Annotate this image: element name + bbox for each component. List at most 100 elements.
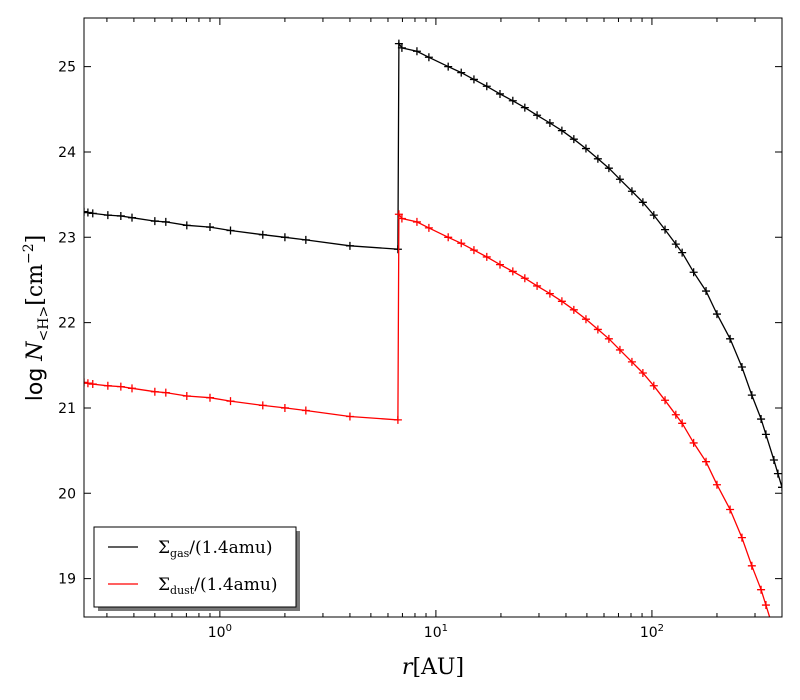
data-point-marker — [769, 455, 778, 464]
data-point-marker — [747, 391, 756, 400]
y-tick-label: 25 — [58, 60, 76, 76]
data-point-marker — [770, 627, 778, 635]
data-point-marker — [301, 235, 310, 244]
data-point-marker — [393, 245, 402, 254]
data-point-marker — [161, 217, 170, 226]
data-point-marker — [638, 368, 647, 377]
data-point-marker — [569, 135, 578, 144]
data-point-marker — [678, 248, 687, 257]
series-line — [84, 212, 771, 617]
plot-background — [84, 18, 782, 617]
data-point-marker — [737, 533, 746, 542]
data-point-marker — [778, 654, 786, 662]
data-point-marker — [226, 226, 235, 235]
data-point-marker — [557, 297, 566, 306]
data-point-marker — [545, 118, 554, 127]
y-tick-label: 21 — [58, 401, 76, 417]
legend: Σgas/(1.4amu) Σdust/(1.4amu) — [93, 526, 300, 611]
data-point-marker — [258, 401, 267, 410]
series-layer — [84, 39, 786, 662]
data-point-marker — [394, 39, 403, 48]
data-point-marker — [116, 382, 125, 391]
data-point-marker — [712, 310, 721, 319]
data-point-marker — [702, 457, 711, 466]
y-axis-label: log N<H>[cm−2] — [21, 235, 52, 401]
data-point-marker — [627, 187, 636, 196]
data-point-marker — [615, 175, 624, 184]
data-point-marker — [495, 260, 504, 269]
data-point-marker — [593, 325, 602, 334]
x-tick-label: 101 — [424, 623, 448, 641]
data-point-marker — [128, 384, 137, 393]
data-point-marker — [205, 393, 214, 402]
data-point-marker — [182, 392, 191, 401]
legend-label-dust: Σdust/(1.4amu) — [158, 575, 277, 597]
data-point-marker — [495, 89, 504, 98]
data-point-marker — [533, 281, 542, 290]
data-point-marker — [424, 53, 433, 62]
data-point-marker — [533, 111, 542, 120]
y-tick-label: 23 — [58, 230, 76, 246]
data-point-marker — [301, 406, 310, 415]
data-point-marker — [205, 223, 214, 232]
data-point-marker — [726, 334, 735, 343]
data-point-marker — [128, 213, 137, 222]
data-point-marker — [615, 345, 624, 354]
x-tick-label: 102 — [640, 623, 664, 641]
data-point-marker — [345, 241, 354, 250]
data-point-marker — [150, 387, 159, 396]
data-point-marker — [226, 397, 235, 406]
data-point-marker — [103, 381, 112, 390]
legend-label-gas: Σgas/(1.4amu) — [158, 538, 273, 560]
data-point-marker — [161, 388, 170, 397]
data-point-marker — [593, 154, 602, 163]
x-tick-label: 100 — [208, 623, 232, 641]
y-tick-label: 24 — [58, 145, 76, 161]
y-tick-label: 19 — [58, 572, 76, 588]
data-point-marker — [482, 82, 491, 91]
data-point-marker — [604, 334, 613, 343]
data-point-marker — [757, 585, 766, 594]
data-point-marker — [702, 287, 711, 296]
data-point-marker — [761, 601, 770, 610]
data-point-marker — [627, 357, 636, 366]
data-point-marker — [581, 315, 590, 324]
data-point-marker — [84, 378, 88, 387]
data-point-marker — [689, 268, 698, 277]
data-point-marker — [520, 274, 529, 283]
ticks-layer: 19 20 21 22 23 24 25 100 101 102 — [58, 18, 783, 641]
data-point-marker — [661, 396, 670, 405]
data-point-marker — [678, 419, 687, 428]
data-point-marker — [649, 381, 658, 390]
data-point-marker — [444, 62, 453, 71]
data-point-marker — [737, 362, 746, 371]
data-point-marker — [774, 640, 782, 648]
data-point-marker — [424, 223, 433, 232]
data-point-marker — [661, 225, 670, 234]
data-point-marker — [508, 96, 517, 105]
data-point-marker — [84, 207, 88, 216]
data-point-marker — [761, 430, 770, 439]
data-point-marker — [778, 483, 782, 492]
data-point-marker — [150, 217, 159, 226]
data-point-marker — [581, 144, 590, 153]
data-point-marker — [569, 305, 578, 314]
data-point-marker — [671, 240, 680, 249]
data-point-marker — [88, 209, 97, 218]
data-point-marker — [345, 412, 354, 421]
data-point-marker — [397, 214, 406, 223]
legend-box — [93, 526, 297, 608]
data-point-marker — [84, 379, 92, 388]
data-point-marker — [773, 469, 782, 478]
data-point-marker — [747, 561, 756, 570]
data-point-marker — [638, 198, 647, 207]
data-point-marker — [393, 415, 402, 424]
y-tick-label: 20 — [58, 486, 76, 502]
series-line — [84, 41, 782, 488]
data-point-marker — [557, 126, 566, 135]
data-point-marker — [545, 289, 554, 298]
data-point-marker — [482, 252, 491, 261]
data-point-marker — [457, 239, 466, 248]
y-tick-label: 22 — [58, 316, 76, 332]
x-axis-label: r[AU] — [402, 655, 464, 680]
